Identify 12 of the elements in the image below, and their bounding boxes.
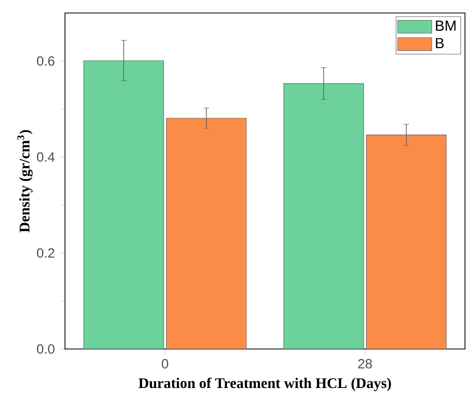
y-tick-label: 0.2	[36, 248, 54, 258]
x-tick-label: 0	[162, 359, 168, 368]
y-tick-label: 0.6	[36, 56, 54, 66]
y-tick-label: 0.4	[36, 152, 55, 162]
y-tick-label: 0.0	[36, 344, 54, 354]
bar	[166, 118, 247, 349]
x-axis-title: Duration of Treatment with HCL (Days)	[138, 378, 391, 392]
legend-label: BM	[436, 20, 456, 31]
y-axis-title: Density (gr/cm$^{3}$)	[17, 130, 33, 232]
bar	[83, 60, 164, 349]
legend-label: B	[436, 38, 444, 48]
x-tick-label: 28	[358, 359, 372, 368]
